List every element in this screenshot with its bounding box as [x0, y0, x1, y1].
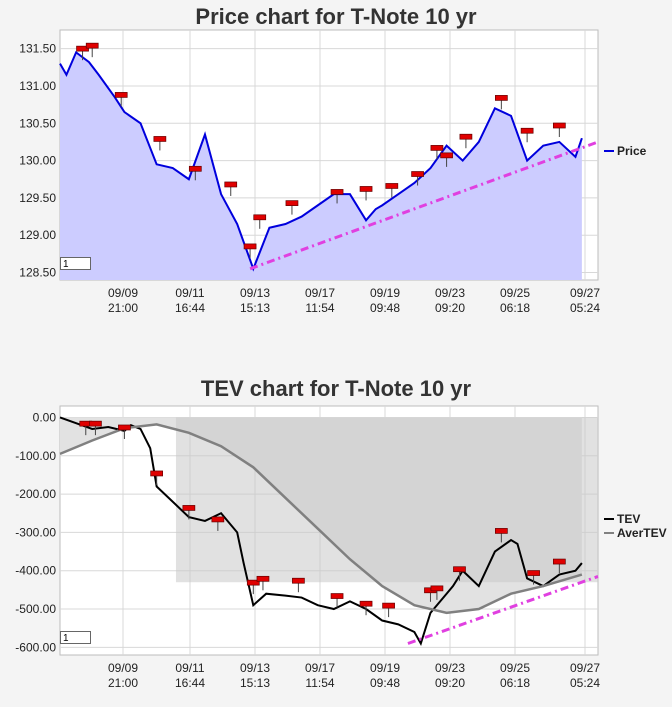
tev-trendline — [407, 575, 599, 645]
tev-signal-marker — [118, 424, 131, 431]
tev-y-tick-label: -400.00 — [15, 564, 56, 578]
price-signal-marker — [253, 214, 267, 221]
price-x-tick-date: 09/25 — [500, 286, 530, 300]
tev-zoom-box[interactable]: 1 — [60, 631, 91, 644]
price-signal-marker — [224, 181, 238, 188]
tev-chart-title: TEV chart for T-Note 10 yr — [200, 376, 472, 401]
price-y-tick-label: 130.00 — [19, 154, 56, 168]
tev-signal-marker — [246, 579, 260, 586]
price-series-line — [59, 50, 583, 272]
tev-signal-marker — [256, 575, 270, 582]
price-area-fill — [60, 52, 582, 280]
tev-y-tick-label: -300.00 — [15, 525, 56, 539]
tev-signal-marker — [330, 593, 344, 599]
price-signal-marker — [188, 165, 202, 172]
tev-x-tick-date: 09/09 — [108, 661, 138, 675]
price-legend-label: Price — [617, 144, 647, 158]
price-x-tick-time: 09:20 — [435, 301, 465, 315]
tev-y-tick-label: -500.00 — [15, 602, 56, 616]
price-x-tick-time: 15:13 — [240, 301, 270, 315]
tev-y-tick-label: -200.00 — [15, 487, 56, 501]
price-signal-marker — [411, 171, 424, 177]
price-x-tick-date: 09/13 — [240, 286, 270, 300]
tev-y-tick-label: -600.00 — [15, 640, 56, 654]
price-signal-marker — [459, 133, 473, 140]
price-signal-marker — [85, 42, 99, 49]
tev-signal-marker — [211, 516, 225, 523]
tev-y-tick-label: 0.00 — [33, 410, 57, 424]
tev-x-tick-time: 06:18 — [500, 676, 530, 690]
tev-signal-marker — [382, 602, 395, 609]
price-x-tick-time: 06:18 — [500, 301, 530, 315]
price-signal-marker — [330, 189, 344, 195]
tev-x-tick-date: 09/25 — [500, 661, 530, 675]
tev-x-tick-time: 16:44 — [175, 676, 205, 690]
tev-x-tick-date: 09/23 — [435, 661, 465, 675]
tev-x-tick-date: 09/17 — [305, 661, 335, 675]
price-y-tick-label: 129.00 — [19, 228, 56, 242]
price-x-tick-date: 09/27 — [570, 286, 600, 300]
price-signal-marker — [114, 92, 128, 98]
price-signal-marker — [440, 152, 453, 159]
price-x-tick-date: 09/09 — [108, 286, 138, 300]
tev-x-tick-time: 21:00 — [108, 676, 138, 690]
price-chart-title: Price chart for T-Note 10 yr — [195, 4, 477, 29]
price-y-tick-label: 129.50 — [19, 191, 56, 205]
tev-legend-label: TEV — [617, 512, 640, 526]
price-signal-marker — [552, 122, 566, 129]
tev-signal-marker — [527, 570, 540, 576]
price-x-tick-date: 09/23 — [435, 286, 465, 300]
price-x-tick-time: 09:48 — [370, 301, 400, 315]
price-y-tick-label: 131.50 — [19, 42, 56, 56]
price-signal-marker — [243, 243, 257, 250]
tev-signal-marker — [292, 577, 305, 584]
tev-x-tick-time: 15:13 — [240, 676, 270, 690]
price-x-tick-date: 09/11 — [175, 286, 204, 300]
tev-x-tick-date: 09/19 — [370, 661, 400, 675]
price-signal-marker — [385, 183, 399, 189]
tev-legend-label: AverTEV — [617, 526, 667, 540]
price-x-tick-time: 05:24 — [570, 301, 600, 315]
price-signal-marker — [520, 127, 534, 134]
price-x-tick-time: 21:00 — [108, 301, 138, 315]
avertev-series-line — [59, 423, 583, 615]
price-zoom-box[interactable]: 1 — [60, 257, 91, 270]
tev-dark-band — [175, 417, 598, 583]
tev-y-tick-label: -100.00 — [15, 449, 56, 463]
tev-series-line — [59, 416, 583, 647]
tev-signal-marker — [495, 528, 508, 534]
tev-signal-marker — [552, 558, 566, 565]
price-x-tick-date: 09/19 — [370, 286, 400, 300]
price-y-tick-label: 130.50 — [19, 116, 56, 130]
price-y-tick-label: 128.50 — [19, 266, 56, 280]
price-signal-marker — [285, 200, 299, 206]
price-signal-marker — [495, 95, 508, 101]
price-x-tick-time: 16:44 — [175, 301, 205, 315]
price-signal-marker — [153, 136, 167, 142]
price-chart: 128.50 129.00 129.50 130.00 130.50 131.00 131.… — [19, 29, 647, 315]
tev-chart: -600.00 -500.00 -400.00 -300.00 -200.00 -100.… — [15, 405, 667, 690]
tev-signal-marker — [150, 470, 163, 477]
tev-x-tick-date: 09/13 — [240, 661, 270, 675]
tev-x-tick-date: 09/27 — [570, 661, 600, 675]
tev-signal-marker — [430, 585, 444, 592]
tev-x-tick-time: 09:48 — [370, 676, 400, 690]
tev-x-tick-time: 11:54 — [305, 676, 334, 690]
price-signal-marker — [359, 186, 373, 192]
price-x-tick-time: 11:54 — [305, 301, 334, 315]
price-trendline — [249, 140, 599, 271]
price-x-tick-date: 09/17 — [305, 286, 335, 300]
price-signal-marker — [430, 145, 444, 151]
tev-x-tick-time: 09:20 — [435, 676, 465, 690]
tev-signal-marker — [453, 566, 466, 573]
tev-x-tick-date: 09/11 — [175, 661, 204, 675]
tev-signal-marker — [182, 505, 196, 511]
tev-x-tick-time: 05:24 — [570, 676, 600, 690]
tev-signal-marker — [89, 420, 102, 427]
price-signal-marker — [76, 45, 89, 52]
price-y-tick-label: 131.00 — [19, 79, 56, 93]
tev-signal-marker — [359, 600, 373, 607]
